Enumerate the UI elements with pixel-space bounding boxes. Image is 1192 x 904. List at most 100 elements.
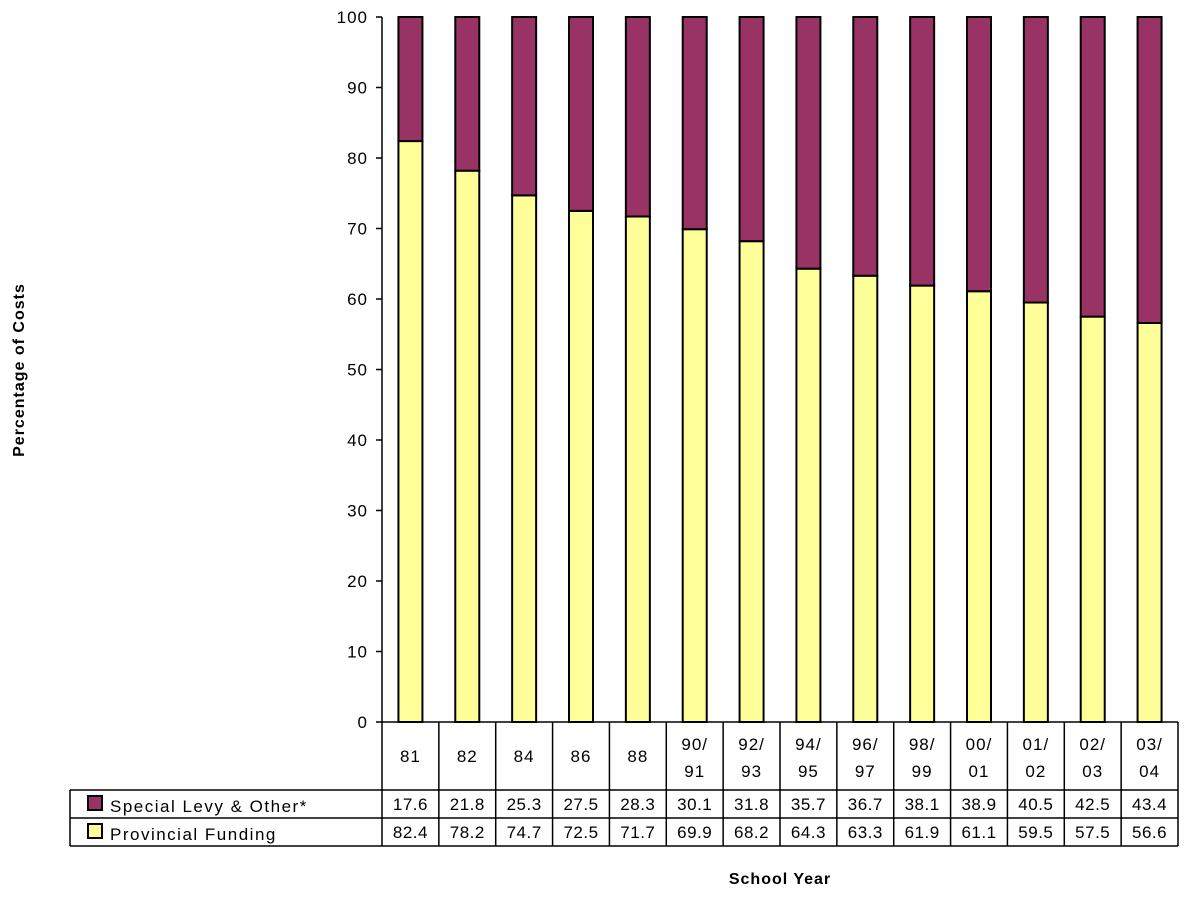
- table-cell-value: 36.7: [848, 795, 883, 814]
- table-cell-value: 61.1: [961, 823, 996, 842]
- table-cell-value: 35.7: [791, 795, 826, 814]
- bar-provincial-funding: [966, 290, 992, 723]
- bar-special-levy: [681, 16, 708, 231]
- bar-special-levy: [795, 16, 822, 270]
- x-category-label: 90/: [681, 735, 708, 754]
- y-tick-label: 40: [347, 431, 368, 450]
- y-tick-label: 20: [347, 572, 368, 591]
- bar-provincial-funding: [397, 140, 424, 723]
- table-cell-value: 31.8: [734, 795, 769, 814]
- table-cell-value: 57.5: [1075, 823, 1110, 842]
- table-cell-value: 28.3: [620, 795, 655, 814]
- x-category-label: 04: [1139, 762, 1160, 781]
- table-cell-value: 68.2: [734, 823, 769, 842]
- table-cell-value: 59.5: [1018, 823, 1053, 842]
- y-tick-label: 80: [347, 149, 368, 168]
- x-category-label: 95: [798, 762, 819, 781]
- bar-special-levy: [397, 16, 424, 143]
- bar-provincial-funding: [454, 169, 481, 723]
- x-category-label: 00/: [966, 735, 993, 754]
- bar-special-levy: [511, 16, 538, 197]
- table-cell-value: 21.8: [450, 795, 485, 814]
- x-category-label: 02: [1025, 762, 1046, 781]
- bar-provincial-funding: [624, 215, 651, 723]
- bar-provincial-funding: [681, 228, 708, 724]
- bar-provincial-funding: [1022, 301, 1049, 723]
- table-cell-value: 74.7: [507, 823, 542, 842]
- x-category-label: 92/: [738, 735, 765, 754]
- bar-special-levy: [624, 16, 651, 218]
- x-category-label: 02/: [1079, 735, 1106, 754]
- y-tick-label: 0: [358, 713, 368, 732]
- bar-special-levy: [852, 16, 879, 277]
- table-cell-value: 64.3: [791, 823, 826, 842]
- bar-provincial-funding: [909, 284, 936, 723]
- table-cell-value: 25.3: [507, 795, 542, 814]
- table-cell-value: 38.9: [961, 795, 996, 814]
- table-cell-value: 43.4: [1132, 795, 1167, 814]
- bar-special-levy: [738, 16, 765, 243]
- y-axis: 0 10 20 30 40 50 60 70 80 90 100: [337, 8, 383, 732]
- x-category-label: 01/: [1023, 735, 1050, 754]
- x-category-label: 98/: [909, 735, 936, 754]
- bar-special-levy: [966, 16, 992, 293]
- x-category-label: 84: [514, 747, 535, 766]
- bar-provincial-funding: [511, 194, 538, 724]
- table-cell-value: 17.6: [393, 795, 428, 814]
- x-category-label: 86: [571, 747, 592, 766]
- x-category-label: 93: [741, 762, 762, 781]
- bar-provincial-funding: [1136, 321, 1163, 723]
- table-cell-value: 40.5: [1018, 795, 1053, 814]
- y-tick-label: 90: [347, 79, 368, 98]
- y-tick-label: 100: [337, 8, 368, 27]
- x-category-label: 03: [1082, 762, 1103, 781]
- x-category-label: 99: [912, 762, 933, 781]
- bar-provincial-funding: [738, 240, 765, 723]
- y-tick-label: 60: [347, 290, 368, 309]
- x-category-label: 82: [457, 747, 478, 766]
- table-cell-value: 61.9: [905, 823, 940, 842]
- x-category-label: 97: [855, 762, 876, 781]
- table-cell-value: 63.3: [848, 823, 883, 842]
- x-category-label: 94/: [795, 735, 822, 754]
- table-cell-value: 56.6: [1132, 823, 1167, 842]
- legend-swatch: [87, 823, 103, 839]
- legend-label: Provincial Funding: [110, 825, 277, 844]
- table-cell-value: 30.1: [677, 795, 712, 814]
- y-axis-title: Percentage of Costs: [11, 283, 28, 457]
- bar-special-levy: [1079, 16, 1106, 318]
- bar-special-levy: [568, 16, 594, 212]
- bar-provincial-funding: [1079, 315, 1106, 723]
- x-category-label: 03/: [1136, 735, 1163, 754]
- table-cell-value: 82.4: [393, 823, 428, 842]
- table-cell-value: 71.7: [620, 823, 655, 842]
- bar-special-levy: [1022, 16, 1049, 304]
- bar-special-levy: [909, 16, 936, 287]
- table-cell-value: 72.5: [563, 823, 598, 842]
- data-table: 81 82 84 86 88 90/91 92/93 94/95 96/97 98/99 00/01…: [69, 721, 1179, 847]
- bar-special-levy: [454, 16, 481, 172]
- bars: [397, 16, 1163, 724]
- x-category-label: 96/: [852, 735, 879, 754]
- table-cell-value: 42.5: [1075, 795, 1110, 814]
- y-tick-label: 10: [347, 643, 368, 662]
- y-tick-label: 70: [347, 220, 368, 239]
- table-cell-value: 69.9: [677, 823, 712, 842]
- x-axis-title: School Year: [729, 871, 831, 888]
- table-cell-value: 38.1: [905, 795, 940, 814]
- table-cell-value: 78.2: [450, 823, 485, 842]
- x-category-label: 88: [627, 747, 648, 766]
- bar-provincial-funding: [795, 267, 822, 723]
- x-category-label: 01: [969, 762, 990, 781]
- legend-swatch: [87, 795, 103, 811]
- x-category-label: 81: [400, 747, 421, 766]
- x-category-label: 91: [684, 762, 705, 781]
- table-cell-value: 27.5: [563, 795, 598, 814]
- bar-special-levy: [1136, 16, 1163, 324]
- bar-provincial-funding: [568, 209, 594, 723]
- legend-label: Special Levy & Other*: [110, 797, 308, 816]
- bar-provincial-funding: [852, 274, 879, 723]
- y-tick-label: 30: [347, 502, 368, 521]
- y-tick-label: 50: [347, 361, 368, 380]
